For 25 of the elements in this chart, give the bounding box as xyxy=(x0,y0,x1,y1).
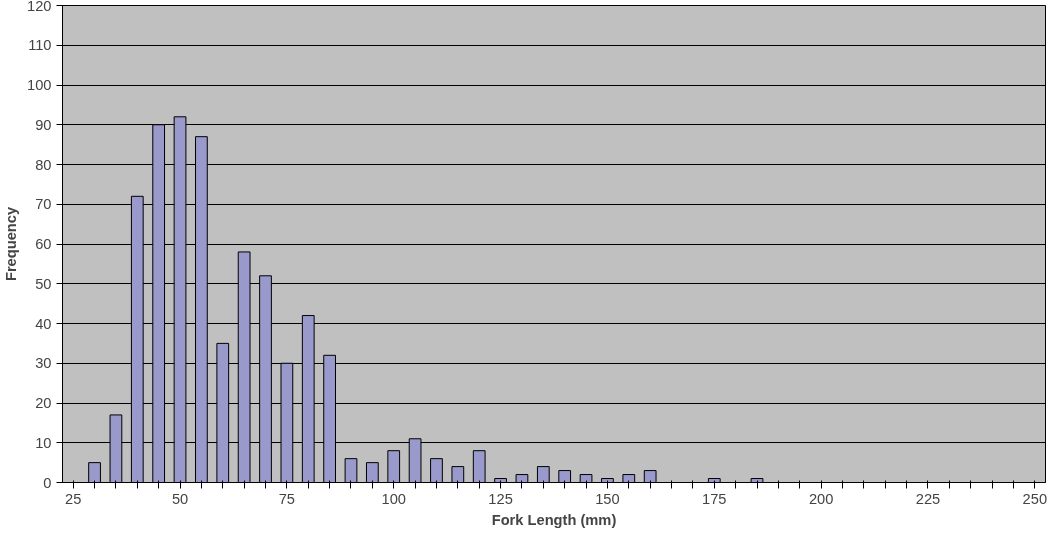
y-tick-label: 100 xyxy=(27,77,52,93)
x-tick-label: 250 xyxy=(1022,490,1048,507)
x-tick-label: 225 xyxy=(915,490,941,507)
y-tick-label: 60 xyxy=(35,236,52,252)
x-axis-title: Fork Length (mm) xyxy=(491,511,617,528)
y-tick-label: 40 xyxy=(35,315,52,332)
x-tick-label: 75 xyxy=(278,490,296,507)
y-tick-label: 120 xyxy=(27,0,52,14)
x-tick-label: 100 xyxy=(381,490,406,507)
y-tick-label: 70 xyxy=(35,196,52,213)
y-tick-label: 0 xyxy=(43,474,52,491)
x-tick-label: 125 xyxy=(488,490,513,507)
x-tick-label: 150 xyxy=(595,490,620,507)
y-tick-label: 50 xyxy=(35,275,52,292)
x-tick-label: 200 xyxy=(808,490,834,507)
y-axis-title: Frequency xyxy=(3,206,20,282)
y-tick-label: 80 xyxy=(35,156,52,173)
y-tick-label: 30 xyxy=(35,355,52,372)
y-tick-label: 110 xyxy=(28,37,52,54)
x-tick-label: 175 xyxy=(702,490,727,507)
y-tick-label: 90 xyxy=(35,116,52,133)
x-tick-label: 50 xyxy=(171,490,189,507)
x-tick-label: 25 xyxy=(65,490,82,507)
y-tick-label: 20 xyxy=(35,395,52,411)
y-tick-label: 10 xyxy=(35,434,52,451)
